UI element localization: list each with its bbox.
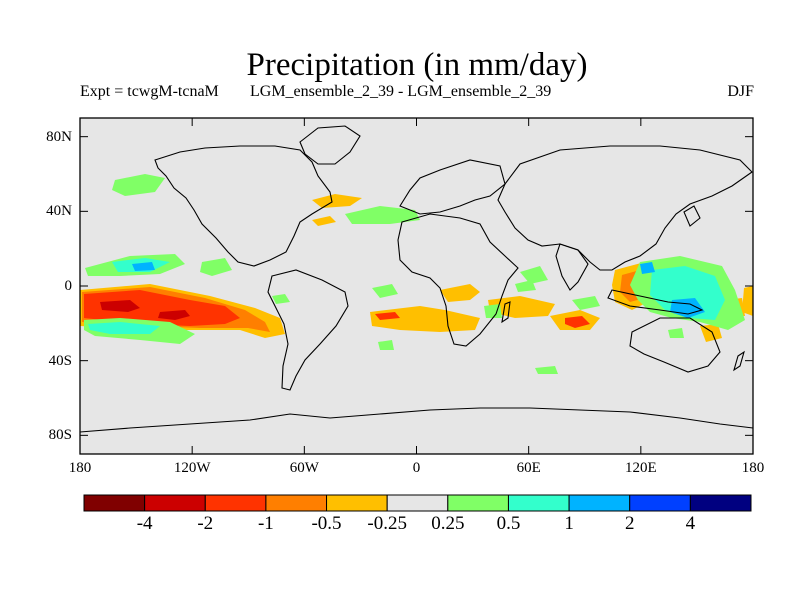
south-atlantic-increase bbox=[372, 284, 398, 298]
coastline-indonesia bbox=[607, 289, 704, 315]
coastline-antarctica bbox=[80, 407, 753, 433]
east-pacific-decrease-core bbox=[100, 300, 140, 312]
colorbar-swatch bbox=[265, 494, 328, 512]
tropical-atlantic-increase bbox=[272, 294, 290, 304]
indian-ocean-south-increase bbox=[535, 366, 558, 374]
colorbar-label: -4 bbox=[136, 513, 153, 534]
coastline-asia bbox=[497, 145, 753, 271]
lat-tick-label: 80N bbox=[46, 128, 72, 145]
colorbar-swatch bbox=[447, 494, 509, 512]
colorbar-swatch bbox=[568, 494, 631, 512]
experiment-label: Expt = tcwgM-tcnaM bbox=[80, 83, 219, 100]
colorbar-swatch bbox=[326, 494, 388, 512]
coastline-north-america bbox=[154, 145, 333, 267]
south-pacific-increase-cyan bbox=[88, 322, 160, 334]
south-america-increase bbox=[378, 340, 394, 350]
sw-pacific-increase-small bbox=[668, 328, 684, 338]
north-atlantic-increase bbox=[345, 206, 420, 224]
colorbar-swatch bbox=[204, 494, 267, 512]
lon-tick-label: 120W bbox=[173, 460, 211, 476]
colorbar-swatch bbox=[386, 494, 449, 512]
lat-tick-label: 40N bbox=[46, 203, 72, 220]
coastline-greenland bbox=[299, 125, 361, 165]
north-pacific-increase bbox=[112, 174, 165, 196]
east-africa-increase bbox=[520, 266, 548, 284]
coastline-australia bbox=[629, 317, 721, 373]
lon-tick-label: 180 bbox=[68, 460, 92, 476]
south-atlantic-decrease-red bbox=[375, 312, 400, 320]
colorbar-swatch bbox=[144, 494, 206, 512]
colorbar-label: 1 bbox=[564, 513, 574, 534]
colorbar-swatch bbox=[689, 494, 752, 512]
lat-tick-label: 40S bbox=[48, 352, 72, 369]
colorbar-swatch bbox=[83, 494, 146, 512]
coastline-new-zealand bbox=[733, 350, 745, 372]
date-line-east-decrease bbox=[742, 286, 753, 316]
east-pacific-decrease-red bbox=[84, 290, 240, 326]
africa-east-decrease bbox=[440, 284, 480, 302]
colorbar-label: -2 bbox=[197, 513, 214, 534]
nw-atlantic-decrease bbox=[312, 194, 362, 208]
south-atlantic-decrease bbox=[370, 306, 480, 332]
lon-tick-label: 120E bbox=[624, 460, 657, 476]
nw-atlantic-decrease-2 bbox=[312, 216, 336, 226]
madagascar-increase bbox=[484, 304, 502, 318]
colorbar-label: 2 bbox=[624, 513, 635, 534]
central-pacific-increase-north-blue bbox=[132, 262, 155, 271]
bay-of-bengal-increase bbox=[572, 296, 600, 310]
lat-tick-label: 0 bbox=[64, 278, 73, 294]
colorbar-label: 0.25 bbox=[431, 513, 465, 534]
lon-tick-label: 60W bbox=[289, 460, 319, 476]
colorbar-label: -0.5 bbox=[311, 513, 342, 534]
indian-ocean-decrease-west bbox=[488, 296, 555, 318]
axis-ticks bbox=[79, 118, 754, 454]
lon-tick-label: 180 bbox=[741, 460, 765, 476]
plot-title: Precipitation (in mm/day) bbox=[246, 47, 588, 83]
coastline-india bbox=[555, 243, 589, 291]
arabian-sea-increase bbox=[515, 280, 536, 292]
lat-tick-label: 80S bbox=[48, 427, 72, 444]
coastline-south-america bbox=[267, 269, 349, 391]
lon-tick-label: 60E bbox=[516, 460, 541, 476]
colorbar-label: -1 bbox=[257, 513, 274, 534]
indian-ocean-decrease-red bbox=[565, 316, 590, 328]
comparison-label: LGM_ensemble_2_39 - LGM_ensemble_2_39 bbox=[250, 83, 552, 100]
lon-tick-label: 0 bbox=[412, 460, 421, 476]
subtropical-pacific-increase bbox=[200, 258, 232, 276]
coastlines bbox=[80, 125, 753, 433]
coastline-madagascar bbox=[501, 301, 511, 324]
colorbar-label: 0.5 bbox=[496, 513, 521, 534]
west-pacific-increase-blue-2 bbox=[640, 262, 655, 274]
colorbar-label: -0.25 bbox=[367, 513, 407, 534]
colorbar-swatch bbox=[629, 494, 691, 512]
colorbar bbox=[83, 494, 752, 512]
coastline-japan bbox=[683, 205, 701, 227]
season-label: DJF bbox=[727, 83, 754, 100]
east-pacific-decrease-core-2 bbox=[158, 310, 190, 320]
colorbar-swatch bbox=[507, 494, 570, 512]
colorbar-label: 4 bbox=[685, 513, 696, 534]
west-pacific-increase-cyan bbox=[650, 266, 725, 320]
coastline-africa bbox=[397, 213, 519, 347]
anomaly-fields bbox=[80, 125, 753, 433]
